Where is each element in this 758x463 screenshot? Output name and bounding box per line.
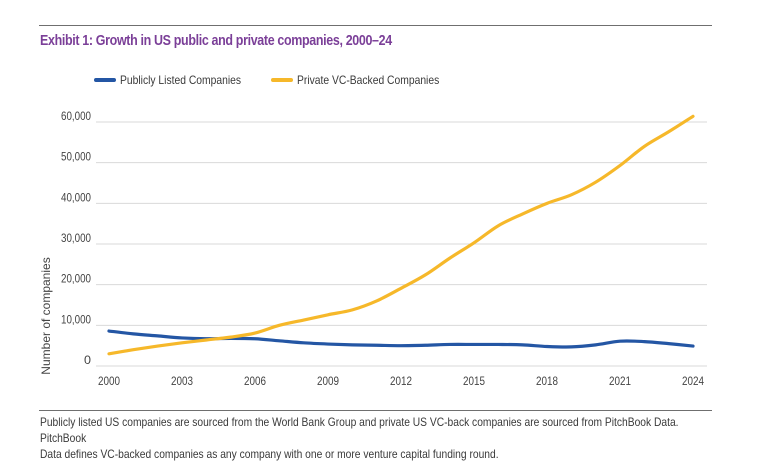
- y-tick-label: 40,000: [61, 190, 91, 204]
- legend-label-public: Publicly Listed Companies: [120, 73, 242, 87]
- series-lines: [107, 114, 695, 356]
- footnote-line-2: Data defines VC-backed companies as any …: [40, 447, 499, 461]
- chart-legend: Publicly Listed Companies Private VC-Bac…: [94, 72, 472, 88]
- footnote-line-1: Publicly listed US companies are sourced…: [40, 415, 679, 445]
- x-tick-label: 2009: [317, 374, 339, 388]
- x-tick-label: 2000: [98, 374, 120, 388]
- x-tick-label: 2015: [463, 374, 485, 388]
- y-tick-label: 50,000: [61, 150, 91, 164]
- footnote: Publicly listed US companies are sourced…: [40, 414, 707, 462]
- legend-swatch-public: [94, 78, 116, 82]
- bottom-divider: [39, 410, 712, 411]
- top-divider: [39, 25, 712, 26]
- y-tick-label: 20,000: [61, 272, 91, 286]
- chart-title: Exhibit 1: Growth in US public and priva…: [40, 33, 392, 49]
- y-tick-label: 30,000: [61, 231, 91, 245]
- series-line-private: [107, 114, 695, 356]
- x-tick-label: 2006: [244, 374, 266, 388]
- x-axis-ticks: 2000 2003 2006 2009 2012 2015 2018 2021 2024: [98, 374, 704, 388]
- x-tick-label: 2018: [536, 374, 558, 388]
- x-tick-label: 2021: [609, 374, 631, 388]
- legend-label-private: Private VC-Backed Companies: [296, 73, 439, 87]
- legend-item-private: Private VC-Backed Companies: [270, 73, 462, 87]
- x-tick-label: 2012: [390, 374, 412, 388]
- x-tick-label: 2003: [171, 374, 193, 388]
- y-tick-label: 10,000: [61, 312, 91, 326]
- x-tick-label: 2024: [682, 374, 704, 388]
- y-tick-label: 60,000: [61, 109, 91, 123]
- y-axis-ticks: 0 10,000 20,000 30,000 40,000 50,000 60,000: [61, 109, 91, 367]
- y-tick-label: 0: [84, 353, 91, 367]
- gridlines: [96, 121, 707, 367]
- y-axis-title: Number of companies: [39, 257, 53, 374]
- legend-swatch-private: [270, 78, 293, 82]
- legend-item-public: Publicly Listed Companies: [94, 73, 261, 87]
